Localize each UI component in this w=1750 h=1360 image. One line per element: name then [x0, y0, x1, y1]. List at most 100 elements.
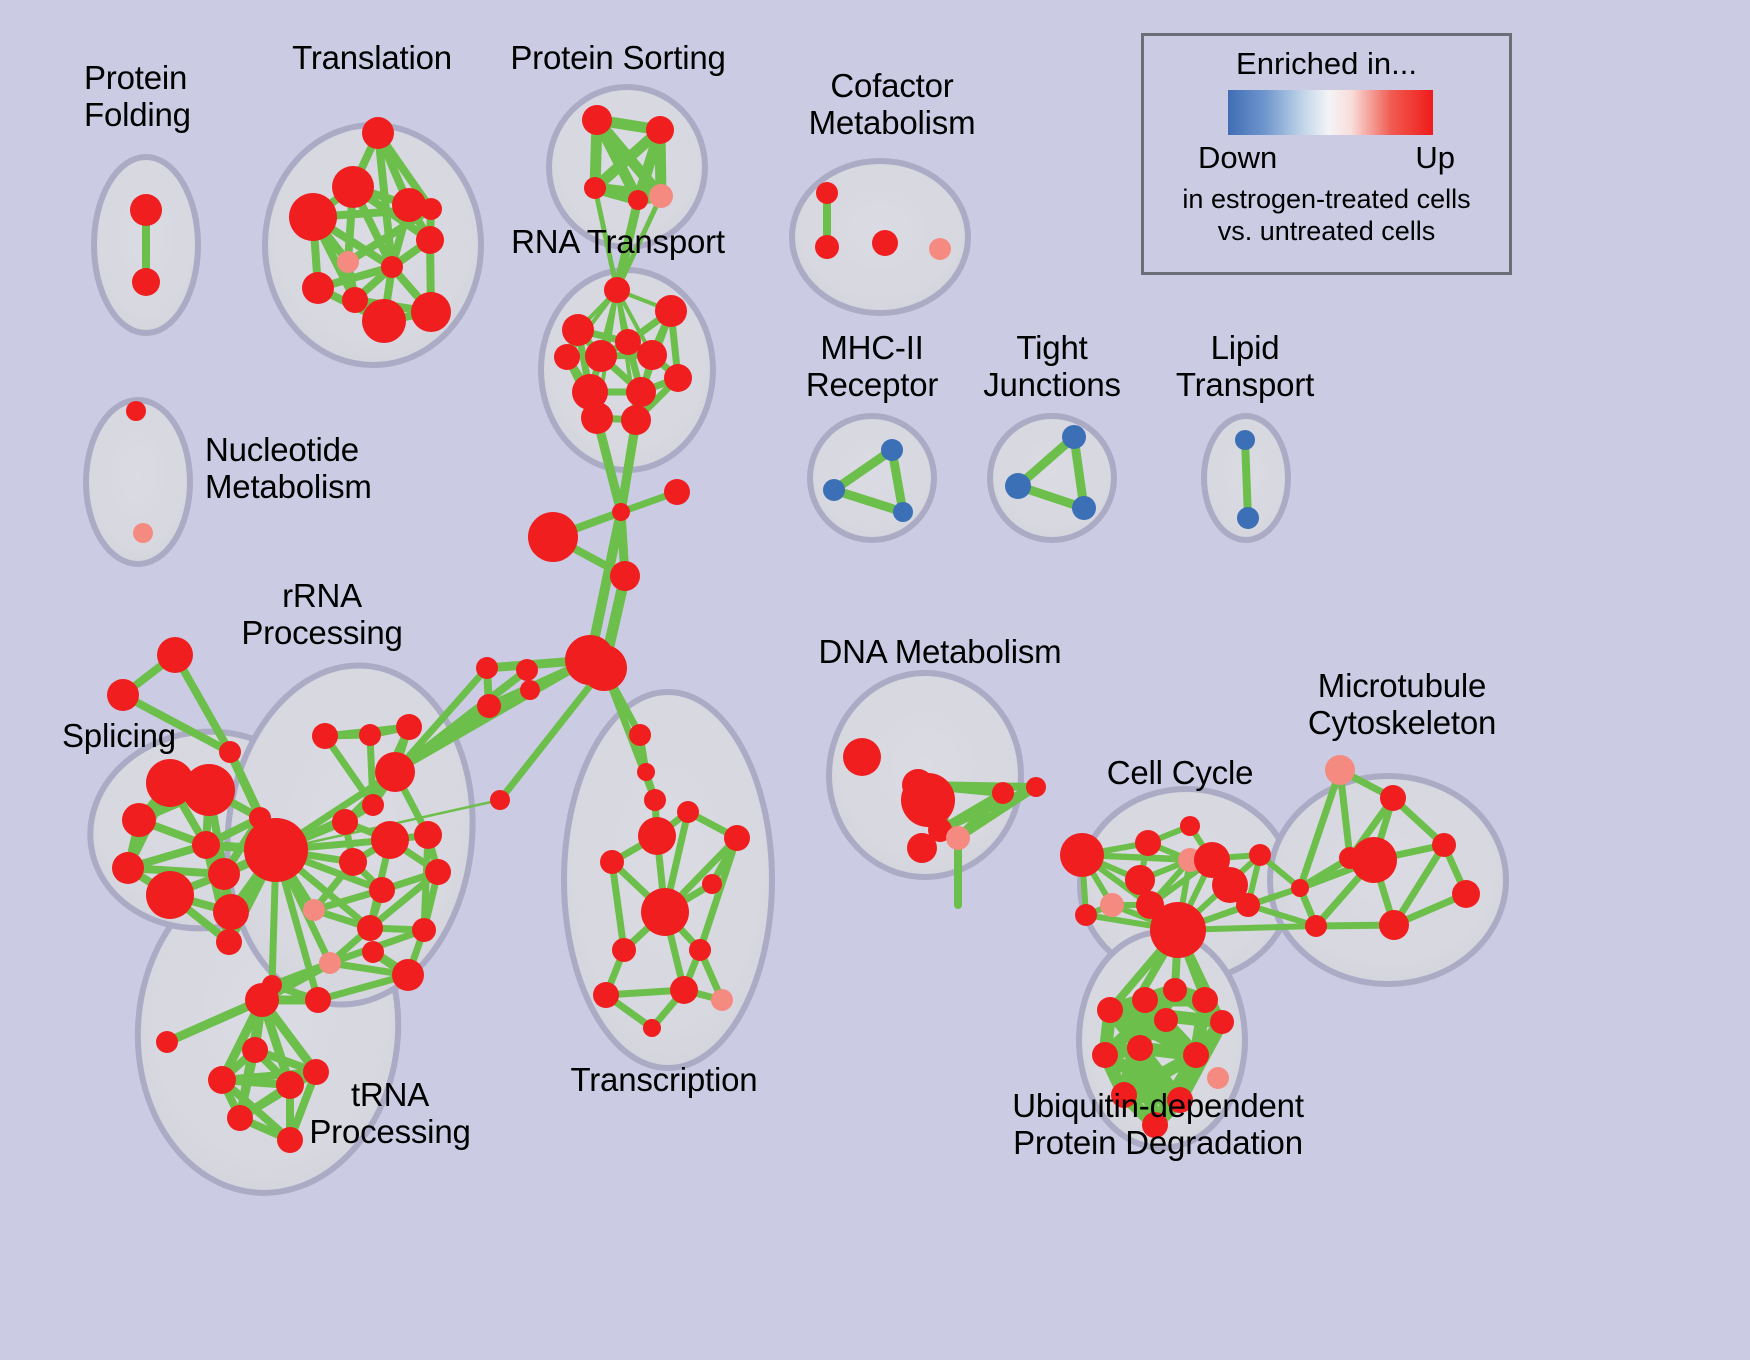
node: [528, 512, 578, 562]
node: [1183, 1042, 1209, 1068]
node: [604, 277, 630, 303]
node: [1291, 879, 1309, 897]
node: [183, 764, 235, 816]
node: [677, 801, 699, 823]
node: [584, 177, 606, 199]
node: [593, 982, 619, 1008]
node: [305, 987, 331, 1013]
cluster-label-splicing: Splicing: [62, 717, 176, 754]
node: [1249, 844, 1271, 866]
node: [192, 831, 220, 859]
node: [643, 1019, 661, 1037]
node: [396, 714, 422, 740]
node: [1210, 1010, 1234, 1034]
node: [600, 850, 624, 874]
node: [208, 858, 240, 890]
node: [1235, 430, 1255, 450]
node: [244, 818, 308, 882]
node: [520, 680, 540, 700]
node: [664, 364, 692, 392]
node: [107, 679, 139, 711]
node: [816, 182, 838, 204]
node: [416, 226, 444, 254]
node: [621, 405, 651, 435]
legend-title: Enriched in...: [1236, 46, 1417, 81]
node: [1380, 785, 1406, 811]
node: [157, 637, 193, 673]
node: [112, 852, 144, 884]
node: [130, 194, 162, 226]
node: [637, 763, 655, 781]
node: [1132, 987, 1158, 1013]
node: [843, 738, 881, 776]
node: [332, 166, 374, 208]
node: [629, 724, 651, 746]
node: [289, 193, 337, 241]
cluster-label-transcription: Transcription: [570, 1061, 758, 1098]
node: [724, 825, 750, 851]
node: [277, 1127, 303, 1153]
node: [392, 959, 424, 991]
node: [612, 938, 636, 962]
node: [1192, 987, 1218, 1013]
node: [893, 502, 913, 522]
node: [412, 918, 436, 942]
node: [1125, 865, 1155, 895]
node: [901, 773, 955, 827]
node: [242, 1037, 268, 1063]
cluster-label-protein-sorting: Protein Sorting: [510, 39, 726, 76]
node: [823, 479, 845, 501]
node: [1305, 915, 1327, 937]
node: [581, 645, 627, 691]
node: [392, 188, 426, 222]
node: [339, 848, 367, 876]
node: [1062, 425, 1086, 449]
node: [146, 759, 194, 807]
node: [655, 295, 687, 327]
cluster-label-rna-transport: RNA Transport: [511, 223, 725, 260]
node: [702, 874, 722, 894]
node: [1194, 842, 1230, 878]
node: [357, 915, 383, 941]
node: [1379, 910, 1409, 940]
node: [646, 116, 674, 144]
node: [572, 374, 608, 410]
node: [1325, 755, 1355, 785]
node: [245, 983, 279, 1017]
node: [562, 314, 594, 346]
node: [359, 724, 381, 746]
node: [132, 268, 160, 296]
node: [711, 989, 733, 1011]
node: [929, 238, 951, 260]
node: [907, 833, 937, 863]
node: [1207, 1067, 1229, 1089]
legend-colorbar: [1228, 90, 1433, 135]
node: [133, 523, 153, 543]
node: [1026, 777, 1046, 797]
node: [1092, 1042, 1118, 1068]
cluster-label-mhc-ii-receptor: MHC-II Receptor: [805, 329, 939, 403]
node: [146, 871, 194, 919]
node: [610, 561, 640, 591]
node: [615, 329, 641, 355]
node: [1075, 904, 1097, 926]
node: [1097, 997, 1123, 1023]
node: [1142, 1112, 1168, 1138]
legend-caption: in estrogen-treated cells vs. untreated …: [1182, 184, 1471, 246]
node: [425, 859, 451, 885]
node: [420, 198, 442, 220]
network-nodes: [107, 105, 1480, 1153]
node: [227, 1105, 253, 1131]
node: [1150, 902, 1206, 958]
legend-panel: Enriched in... Down Up in estrogen-treat…: [1141, 33, 1512, 275]
node: [815, 235, 839, 259]
node: [581, 402, 613, 434]
node: [208, 1066, 236, 1094]
node: [612, 503, 630, 521]
node: [638, 817, 676, 855]
node: [213, 894, 249, 930]
cluster-label-lipid-transport: Lipid Transport: [1175, 329, 1315, 403]
hull-microtubule: [1267, 773, 1509, 987]
node: [1060, 833, 1104, 877]
